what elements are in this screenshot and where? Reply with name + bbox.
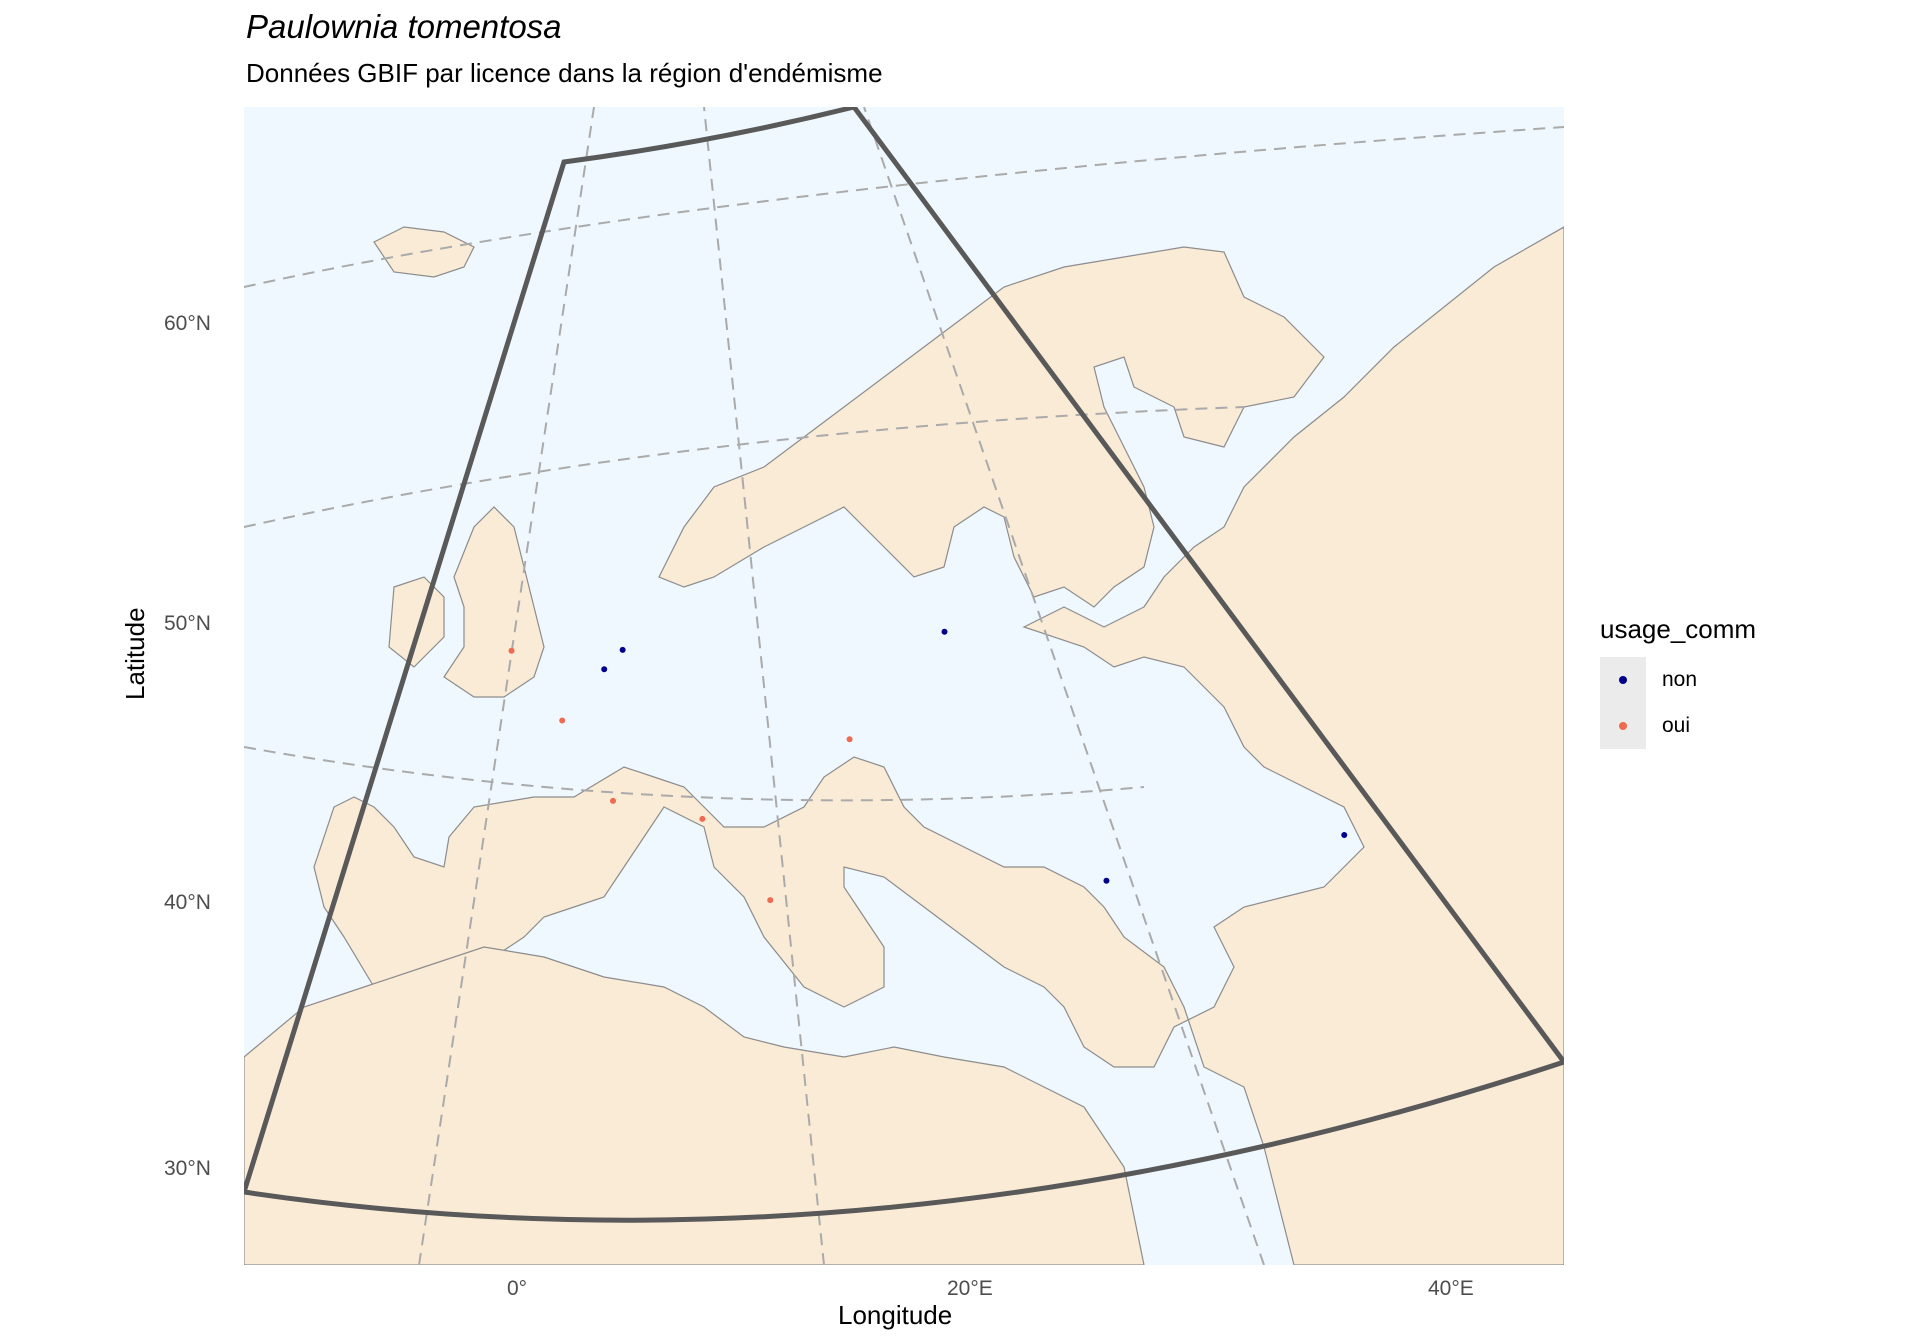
y-tick-40: 40°N: [164, 891, 211, 914]
legend-item-oui: oui: [1600, 703, 1756, 749]
occurrence-point-oui: [508, 647, 515, 654]
occurrence-point-oui: [767, 897, 774, 904]
occurrence-point-oui: [559, 717, 566, 724]
land-scandinavia: [658, 246, 1325, 608]
endemism-region-outline: [244, 107, 1564, 1223]
x-axis-label: Longitude: [838, 1300, 953, 1330]
y-tick-60: 60°N: [164, 312, 211, 335]
occurrence-point-oui: [846, 736, 853, 743]
occurrence-point-non: [601, 666, 608, 673]
land-britain: [443, 506, 545, 698]
x-tick-20e: 20°E: [947, 1277, 993, 1300]
land-africa: [244, 946, 1145, 1265]
legend-title: usage_comm: [1600, 614, 1757, 644]
graticule-lat-60: [244, 126, 1564, 288]
legend-label-oui: oui: [1662, 714, 1691, 737]
y-tick-50: 50°N: [164, 612, 211, 635]
legend-item-non: non: [1600, 657, 1756, 703]
land-eurasia: [313, 226, 1564, 1265]
occurrence-point-non: [1103, 877, 1110, 884]
graticule-lon-20: [703, 107, 825, 1265]
occurrence-point-non: [941, 628, 948, 635]
legend-key-oui: [1600, 703, 1646, 749]
legend-key-non: [1600, 657, 1646, 703]
land-masses: [244, 226, 1564, 1265]
occurrence-point-oui: [699, 815, 706, 822]
graticule-lon-40: [863, 107, 1265, 1265]
graticule-lon-0: [418, 107, 595, 1265]
y-tick-30: 30°N: [164, 1157, 211, 1180]
y-axis-label: Latitude: [120, 607, 150, 700]
x-tick-0: 0°: [507, 1277, 528, 1300]
occurrence-point-non: [1341, 831, 1348, 838]
legend: usage_comm non oui: [1600, 614, 1756, 749]
occurrence-point-non: [619, 646, 626, 653]
legend-label-non: non: [1662, 668, 1698, 691]
x-tick-40e: 40°E: [1428, 1277, 1474, 1300]
map-title: Paulownia tomentosa: [246, 8, 562, 45]
occurrence-points: [508, 628, 1348, 904]
occurrence-point-oui: [610, 797, 617, 804]
map-panel: [244, 107, 1564, 1265]
map-subtitle: Données GBIF par licence dans la région …: [246, 58, 883, 88]
